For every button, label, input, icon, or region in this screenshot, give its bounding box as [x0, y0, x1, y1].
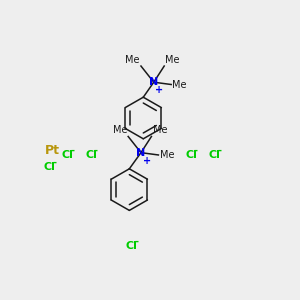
- Text: -: -: [52, 158, 56, 167]
- Text: Me: Me: [112, 125, 127, 135]
- Text: -: -: [94, 146, 98, 156]
- Text: -: -: [71, 146, 75, 156]
- Text: Me: Me: [165, 55, 180, 65]
- Text: Cl: Cl: [62, 150, 74, 160]
- Text: N: N: [136, 148, 146, 158]
- Text: N: N: [149, 77, 158, 87]
- Text: Cl: Cl: [185, 150, 197, 160]
- Text: Me: Me: [125, 55, 140, 65]
- Text: Me: Me: [160, 150, 174, 160]
- Text: +: +: [155, 85, 164, 95]
- Text: Cl: Cl: [126, 241, 138, 251]
- Text: Cl: Cl: [208, 150, 220, 160]
- Text: Cl: Cl: [85, 150, 97, 160]
- Text: -: -: [194, 146, 198, 156]
- Text: -: -: [217, 146, 221, 156]
- Text: Cl: Cl: [43, 161, 55, 172]
- Text: Me: Me: [153, 125, 167, 135]
- Text: Me: Me: [172, 80, 187, 89]
- Text: +: +: [143, 156, 151, 166]
- Text: -: -: [135, 237, 139, 247]
- Text: Pt: Pt: [45, 144, 60, 157]
